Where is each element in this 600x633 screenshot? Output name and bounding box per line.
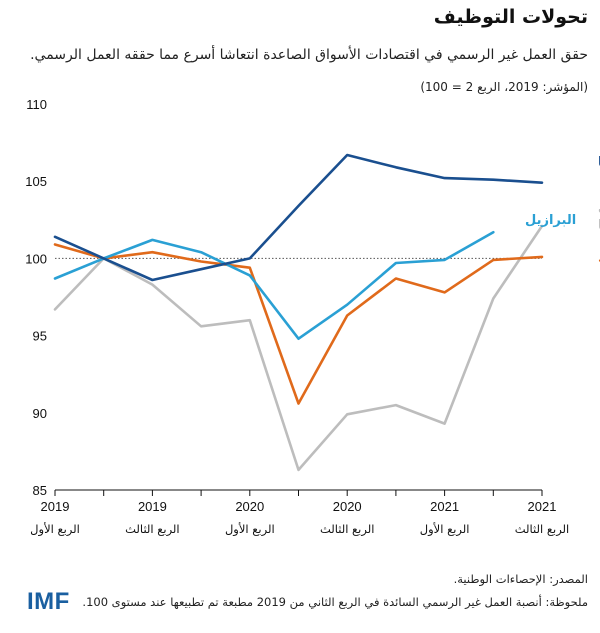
chart-subtitle: حقق العمل غير الرسمي في اقتصادات الأسواق… [30, 47, 588, 63]
chart-title: تحولات التوظيف [433, 6, 588, 28]
series-label-south-africa: جنوب [598, 202, 600, 217]
x-tick-quarter: الربع الثالث [125, 522, 180, 537]
x-tick-year: 2020 [235, 499, 264, 514]
footnote: ملحوظة: أنصبة العمل غير الرسمي السائدة ف… [82, 595, 588, 609]
source-note: المصدر: الإحصاءات الوطنية. [453, 572, 588, 586]
imf-logo: IMF [27, 588, 70, 615]
y-tick-label: 85 [33, 483, 47, 498]
series-labels: جنوبإفريقيا المكسيك البرازيل إندونيسيا [525, 155, 600, 266]
x-tick-quarter: الربع الثالث [515, 522, 570, 537]
y-tick-label: 110 [26, 97, 47, 112]
y-tick-label: 90 [33, 406, 47, 421]
y-tick-label: 105 [25, 174, 47, 189]
x-tick-quarter: الربع الأول [30, 522, 80, 537]
y-tick-label: 100 [25, 251, 47, 266]
x-tick-quarter: الربع الأول [420, 522, 470, 537]
x-tick-year: 2020 [333, 499, 362, 514]
y-tick-label: 95 [33, 329, 47, 344]
x-tick-year: 2019 [138, 499, 167, 514]
series-line-south-africa [53, 224, 544, 472]
series-label-mexico: المكسيك [598, 251, 600, 266]
series-line-mexico [53, 243, 544, 405]
x-axis: 2019 الربع الأول 2019 الربع الثالث 2020 الربع… [30, 489, 570, 537]
index-note: (المؤشر: 2019، الربع 2 = 100) [420, 80, 588, 94]
series-label-brazil: البرازيل [525, 213, 576, 228]
series-label-south-africa: إفريقيا [598, 218, 600, 233]
x-tick-quarter: الربع الأول [225, 522, 275, 537]
y-axis: 85 90 95 100 105 110 [25, 97, 542, 498]
series-group [53, 153, 544, 472]
x-tick-year: 2019 [41, 499, 70, 514]
series-line-brazil [53, 230, 495, 341]
chart-area: 85 90 95 100 105 110 2019 الربع الأول 2019 الربع… [25, 97, 600, 537]
x-tick-year: 2021 [430, 499, 459, 514]
series-line-indonesia [53, 153, 544, 282]
x-tick-quarter: الربع الثالث [320, 522, 375, 537]
series-label-indonesia: إندونيسيا [598, 155, 600, 170]
x-tick-year: 2021 [528, 499, 557, 514]
